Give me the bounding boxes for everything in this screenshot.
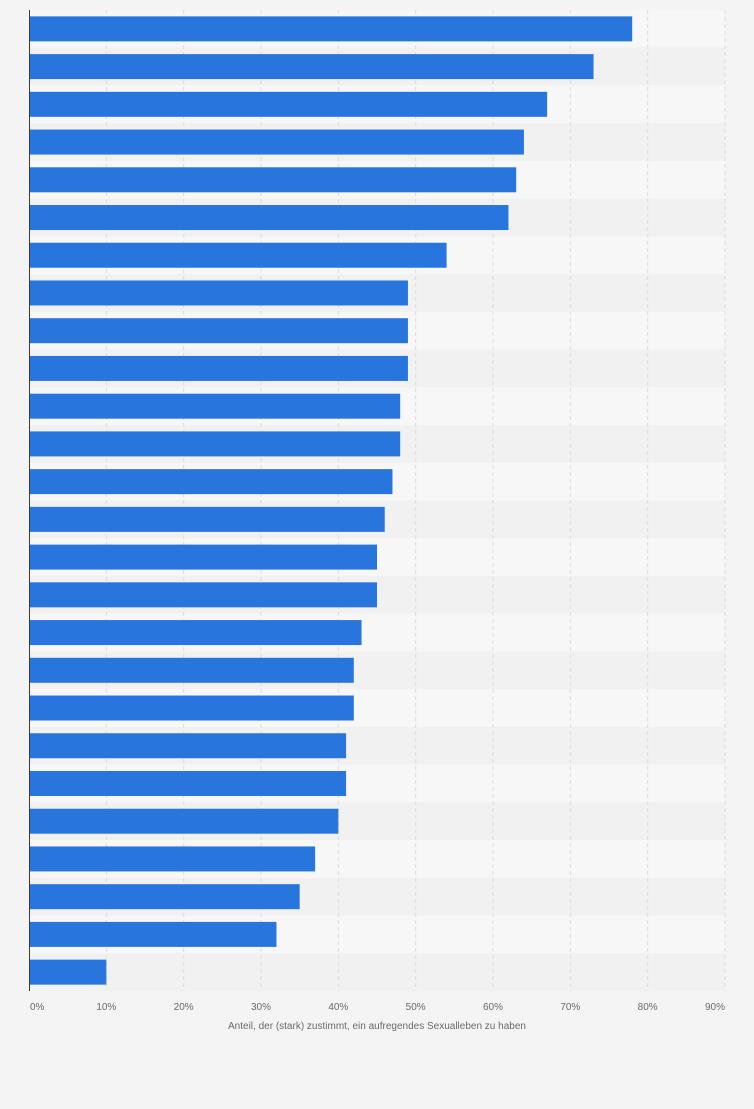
row-band — [29, 953, 725, 991]
bar — [29, 657, 354, 683]
x-tick-label: 90% — [705, 1002, 725, 1013]
bar — [29, 808, 339, 834]
bar — [29, 469, 393, 495]
bar — [29, 582, 377, 608]
bar — [29, 318, 408, 344]
bar — [29, 921, 277, 947]
x-tick-label: 80% — [638, 1002, 658, 1013]
bar — [29, 129, 524, 155]
x-tick-label: 70% — [560, 1002, 580, 1013]
bar — [29, 167, 517, 193]
bar — [29, 959, 107, 985]
bar — [29, 91, 548, 117]
bar — [29, 544, 377, 570]
x-tick-label: 20% — [174, 1002, 194, 1013]
bar — [29, 16, 633, 42]
x-tick-label: 10% — [96, 1002, 116, 1013]
bar — [29, 695, 354, 721]
bar — [29, 54, 594, 80]
bar — [29, 733, 347, 759]
x-tick-label: 50% — [406, 1002, 426, 1013]
x-tick-label: 40% — [328, 1002, 348, 1013]
x-axis-title: Anteil, der (stark) zustimmt, ein aufreg… — [228, 1021, 526, 1032]
bar — [29, 242, 447, 268]
x-tick-label: 0% — [30, 1002, 45, 1013]
bar — [29, 431, 401, 457]
bar — [29, 620, 362, 646]
x-tick-label: 30% — [251, 1002, 271, 1013]
bar — [29, 884, 300, 910]
bar — [29, 846, 316, 872]
bar — [29, 393, 401, 419]
bar — [29, 355, 408, 381]
bar — [29, 770, 347, 796]
bar — [29, 506, 385, 532]
bar — [29, 205, 509, 231]
bar — [29, 280, 408, 306]
x-tick-label: 60% — [483, 1002, 503, 1013]
